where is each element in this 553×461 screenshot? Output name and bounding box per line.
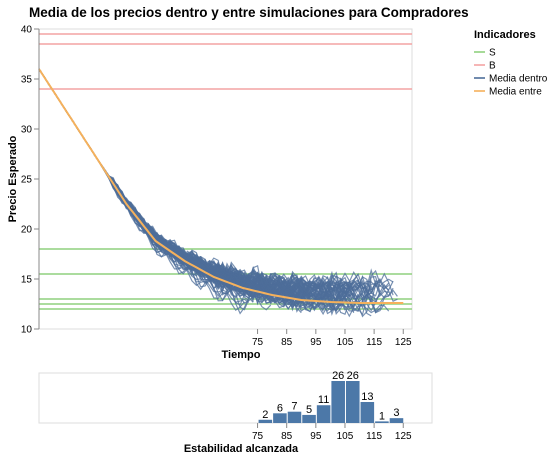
histogram-x-tick-label: 105 (337, 431, 354, 442)
histogram-x-tick-label: 75 (252, 431, 264, 442)
x-tick-label: 85 (281, 337, 293, 348)
histogram-bar (258, 419, 273, 423)
mean-line (38, 68, 404, 304)
histogram-bar (375, 421, 389, 423)
legend-label: S (489, 48, 496, 59)
legend: Indicadores SB Media dentro Media entre (474, 29, 548, 98)
histogram-bar-label: 3 (393, 407, 399, 419)
histogram-x-tick-label: 85 (281, 431, 293, 442)
histogram-bar (360, 402, 375, 423)
y-tick-label: 35 (21, 75, 33, 86)
main-line-chart: 10 15 20 25 30 35 40 75 85 95 105 115 125 Tiempo Pr… (7, 25, 413, 361)
x-tick-label: 75 (252, 337, 264, 348)
histogram-bar (331, 381, 345, 423)
legend-items: SB Media dentro Media entre (474, 48, 548, 98)
x-tick-label: 115 (366, 337, 382, 348)
histogram-bar-label: 5 (306, 404, 312, 416)
x-axis-title: Tiempo (222, 349, 261, 361)
y-tick-label: 20 (21, 225, 33, 236)
mean-line-group (38, 68, 404, 304)
histogram-bar-label: 7 (291, 401, 297, 413)
histogram-bar-label: 11 (318, 394, 329, 406)
histogram-x-tick-label: 115 (366, 431, 382, 442)
histogram-bar-label: 13 (361, 391, 373, 403)
histogram-x-tick-label: 95 (310, 431, 322, 442)
histogram-bar-label: 6 (277, 402, 283, 414)
y-tick-label: 25 (21, 175, 33, 186)
legend-label: Media dentro (489, 74, 548, 85)
legend-label: B (489, 61, 496, 72)
x-axis: 75 85 95 105 115 125 (252, 329, 412, 348)
histogram-x-axis: 75 85 95 105 115 125 (252, 423, 412, 442)
histogram-x-axis-title: Estabilidad alcanzada (184, 443, 299, 455)
x-tick-label: 105 (337, 337, 354, 348)
histogram-bar (302, 414, 316, 423)
reference-lines (39, 33, 412, 310)
histogram-bar-label: 1 (379, 410, 385, 422)
histogram-x-tick-label: 125 (395, 431, 412, 442)
x-tick-label: 95 (310, 337, 322, 348)
y-tick-label: 15 (21, 275, 33, 286)
histogram-bar (316, 405, 331, 423)
histogram-bar-label: 26 (332, 370, 344, 382)
histogram-bar (389, 418, 404, 423)
histogram-bar (287, 411, 302, 423)
histogram-bar-label: 2 (262, 409, 268, 421)
legend-title: Indicadores (474, 29, 536, 41)
x-tick-label: 125 (395, 337, 412, 348)
histogram-bar (273, 413, 287, 423)
y-tick-label: 40 (21, 25, 33, 36)
y-tick-label: 10 (21, 325, 33, 336)
chart-title: Media de los precios dentro y entre simu… (29, 5, 469, 20)
legend-label: Media entre (489, 87, 542, 98)
histogram-bar (345, 381, 360, 423)
y-tick-label: 30 (21, 125, 33, 136)
y-axis: 10 15 20 25 30 35 40 (21, 25, 40, 336)
histogram-bar-label: 26 (347, 370, 359, 382)
y-axis-title: Precio Esperado (7, 135, 19, 222)
